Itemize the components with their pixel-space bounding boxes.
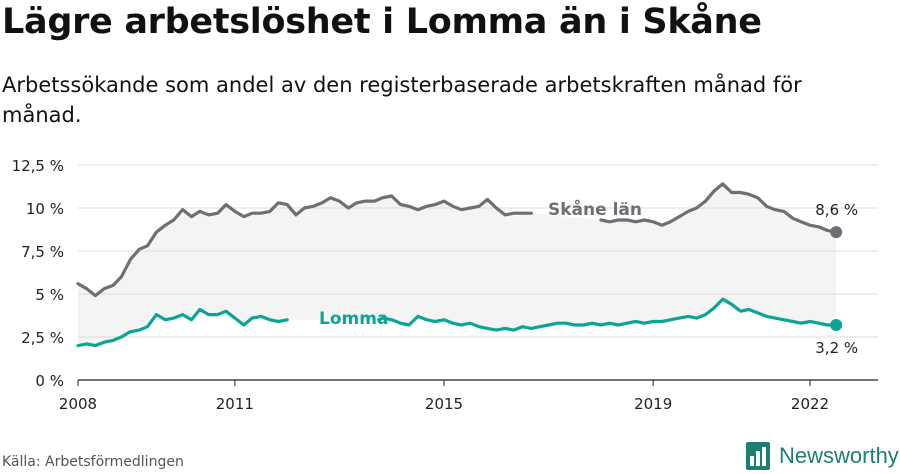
newsworthy-icon [746, 442, 770, 470]
brand-logo: Newsworthy [745, 440, 899, 472]
data-label-skane-end: 8,6 % [815, 201, 858, 219]
range-band [78, 183, 837, 346]
chart-title: Lägre arbetslöshet i Lomma än i Skåne [2, 2, 762, 42]
series-line-skane-end-marker [830, 226, 843, 239]
y-tick-label: 7,5 % [21, 243, 64, 261]
y-tick-label: 2,5 % [21, 329, 64, 347]
x-tick-label: 2019 [634, 395, 672, 413]
y-tick-label: 5 % [35, 286, 64, 304]
y-tick-label: 10 % [26, 200, 64, 218]
x-tick-label: 2015 [425, 395, 463, 413]
x-tick-label: 2008 [59, 395, 97, 413]
series-line-lomma [76, 297, 838, 348]
series-line-skane [76, 182, 838, 298]
series-label-skane: Skåne län [548, 198, 642, 220]
series-label-lomma: Lomma [319, 309, 388, 329]
x-tick-label: 2022 [791, 395, 829, 413]
data-label-lomma-end: 3,2 % [815, 339, 858, 357]
y-tick-label: 0 % [35, 372, 64, 390]
brand-name: Newsworthy [779, 443, 899, 468]
x-tick-label: 2011 [216, 395, 254, 413]
chart-subtitle: Arbetssökande som andel av den registerb… [2, 73, 802, 127]
series-line-lomma-end-marker [830, 318, 843, 331]
y-tick-label: 12,5 % [12, 157, 64, 175]
source-note: Källa: Arbetsförmedlingen [2, 454, 184, 470]
